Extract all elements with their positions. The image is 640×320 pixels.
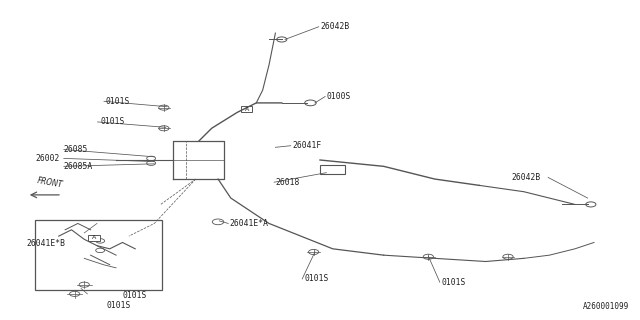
Text: 0101S: 0101S — [122, 291, 147, 300]
Text: A260001099: A260001099 — [583, 302, 629, 311]
Bar — [320, 165, 346, 174]
Text: 0101S: 0101S — [304, 275, 328, 284]
Text: 26002: 26002 — [35, 154, 60, 163]
Text: 26042B: 26042B — [511, 173, 540, 182]
Text: FRONT: FRONT — [36, 176, 63, 189]
Text: 26085: 26085 — [64, 145, 88, 154]
Text: 0101S: 0101S — [100, 117, 125, 126]
Text: 26041E*A: 26041E*A — [230, 219, 269, 228]
Bar — [88, 235, 100, 241]
Text: 26018: 26018 — [275, 178, 300, 187]
Text: 26042B: 26042B — [320, 22, 349, 31]
Bar — [241, 106, 252, 112]
Text: 0101S: 0101S — [105, 97, 130, 106]
Text: 26085A: 26085A — [64, 162, 93, 171]
Text: 0100S: 0100S — [326, 92, 351, 101]
Text: 0101S: 0101S — [106, 301, 131, 310]
Text: 26041F: 26041F — [292, 141, 321, 150]
Text: A: A — [92, 235, 96, 240]
Text: 0101S: 0101S — [441, 278, 465, 287]
Text: A: A — [244, 107, 249, 112]
Bar — [35, 220, 162, 290]
Text: 26041E*B: 26041E*B — [27, 239, 66, 248]
